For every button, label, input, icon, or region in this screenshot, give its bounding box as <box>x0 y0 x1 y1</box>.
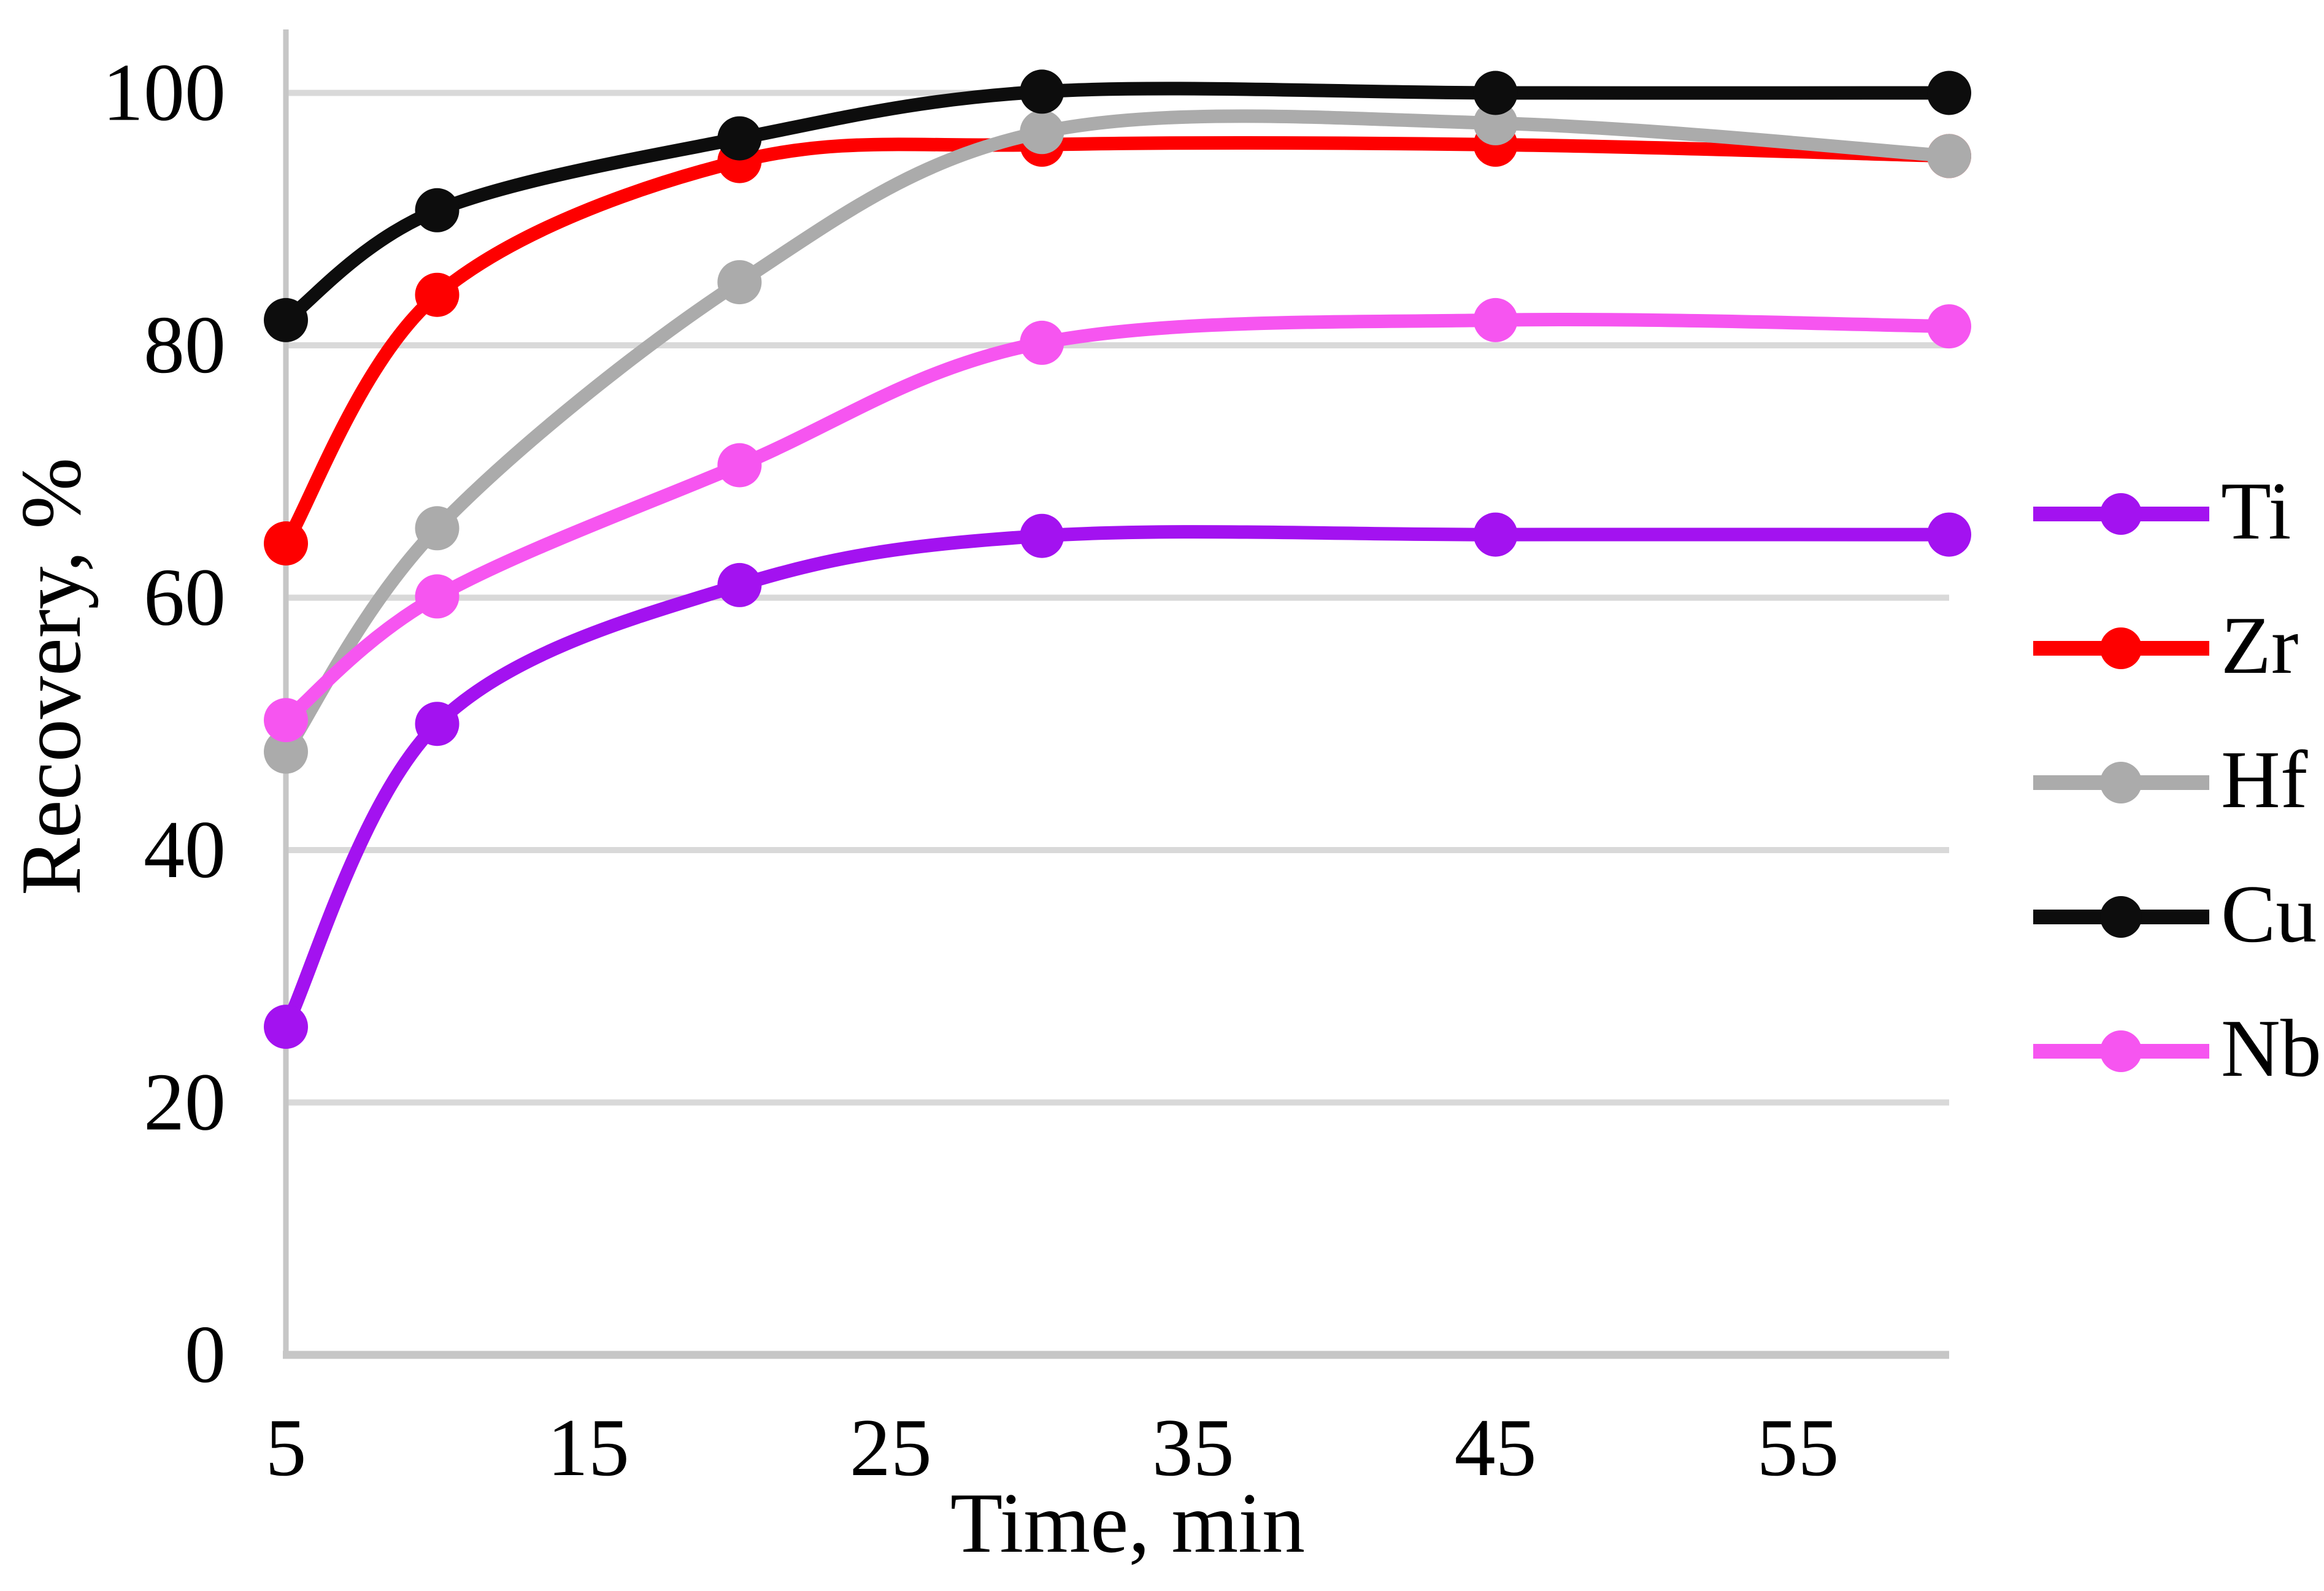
svg-text:25: 25 <box>850 1402 932 1493</box>
svg-text:Zr: Zr <box>2221 600 2298 691</box>
svg-text:Cu: Cu <box>2221 868 2317 959</box>
svg-text:35: 35 <box>1152 1402 1234 1493</box>
svg-text:Time, min: Time, min <box>950 1476 1305 1571</box>
svg-text:Nb: Nb <box>2221 1003 2322 1094</box>
svg-text:Hf: Hf <box>2221 734 2308 825</box>
svg-text:15: 15 <box>547 1402 629 1493</box>
svg-text:40: 40 <box>144 804 226 895</box>
svg-text:55: 55 <box>1757 1402 1839 1493</box>
svg-text:5: 5 <box>266 1402 307 1493</box>
svg-text:Recovery, %: Recovery, % <box>4 458 99 895</box>
svg-text:20: 20 <box>144 1057 226 1148</box>
svg-text:60: 60 <box>144 552 226 643</box>
svg-text:80: 80 <box>144 299 226 390</box>
svg-text:100: 100 <box>102 47 226 138</box>
svg-text:0: 0 <box>185 1309 226 1400</box>
svg-text:Ti: Ti <box>2221 466 2291 556</box>
svg-text:45: 45 <box>1455 1402 1537 1493</box>
